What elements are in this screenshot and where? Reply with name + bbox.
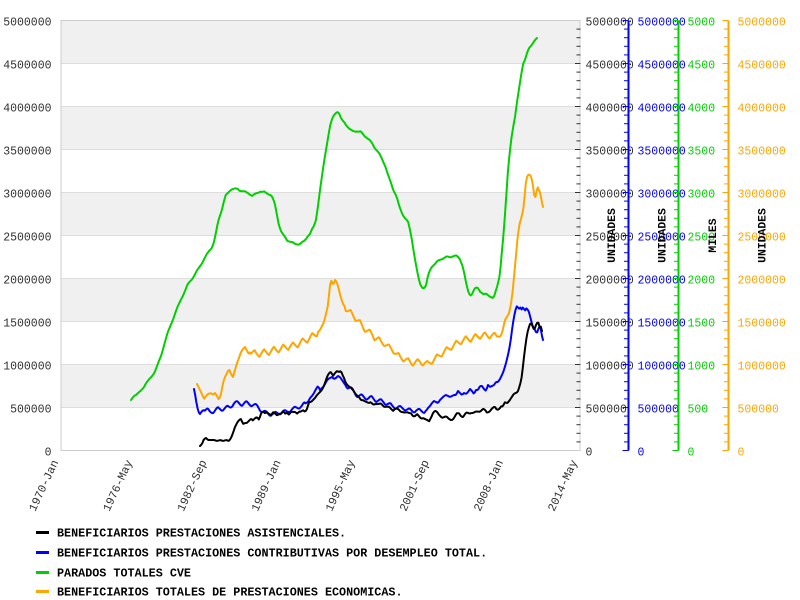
svg-text:1500000: 1500000 [3, 317, 51, 330]
svg-text:4000000: 4000000 [3, 102, 51, 115]
svg-text:3000000: 3000000 [738, 188, 786, 201]
svg-text:4000000: 4000000 [738, 102, 786, 115]
svg-text:2000000: 2000000 [638, 274, 686, 287]
svg-text:0: 0 [688, 446, 695, 459]
svg-text:5000000: 5000000 [738, 16, 786, 29]
svg-text:4500000: 4500000 [738, 59, 786, 72]
svg-text:0: 0 [586, 446, 593, 459]
svg-text:1000000: 1000000 [3, 360, 51, 373]
svg-text:2000000: 2000000 [3, 274, 51, 287]
svg-text:1000000: 1000000 [738, 360, 786, 373]
svg-text:4000000: 4000000 [638, 102, 686, 115]
svg-text:MILES: MILES [708, 218, 720, 252]
svg-text:0: 0 [738, 446, 745, 459]
svg-text:500000: 500000 [638, 403, 680, 416]
svg-text:3500: 3500 [688, 145, 716, 158]
svg-text:4500000: 4500000 [3, 59, 51, 72]
svg-text:0: 0 [638, 446, 645, 459]
svg-text:BENEFICIARIOS PRESTACIONES ASI: BENEFICIARIOS PRESTACIONES ASISTENCIALES… [57, 527, 346, 541]
svg-text:UNIDADES: UNIDADES [658, 208, 670, 263]
svg-text:UNIDADES: UNIDADES [607, 208, 619, 263]
svg-text:500000: 500000 [10, 403, 52, 416]
svg-text:2500000: 2500000 [738, 231, 786, 244]
svg-text:3000000: 3000000 [586, 188, 634, 201]
svg-text:BENEFICIARIOS TOTALES DE PREST: BENEFICIARIOS TOTALES DE PRESTACIONES EC… [57, 586, 403, 600]
svg-text:BENEFICIARIOS PRESTACIONES CON: BENEFICIARIOS PRESTACIONES CONTRIBUTIVAS… [57, 547, 487, 561]
svg-text:4500000: 4500000 [638, 59, 686, 72]
svg-text:4500000: 4500000 [586, 59, 634, 72]
svg-text:2500: 2500 [688, 231, 716, 244]
svg-text:4000000: 4000000 [586, 102, 634, 115]
svg-text:5000000: 5000000 [586, 16, 634, 29]
svg-text:3000: 3000 [688, 188, 716, 201]
svg-text:1500: 1500 [688, 317, 716, 330]
svg-text:3500000: 3500000 [586, 145, 634, 158]
svg-text:5000000: 5000000 [3, 16, 51, 29]
svg-text:1000000: 1000000 [586, 360, 634, 373]
svg-text:3500000: 3500000 [3, 145, 51, 158]
svg-text:2000000: 2000000 [738, 274, 786, 287]
svg-text:1500000: 1500000 [638, 317, 686, 330]
svg-text:4500: 4500 [688, 59, 716, 72]
svg-text:2500000: 2500000 [3, 231, 51, 244]
svg-text:2500000: 2500000 [586, 231, 634, 244]
svg-text:500: 500 [688, 403, 709, 416]
svg-text:2500000: 2500000 [638, 231, 686, 244]
svg-text:500000: 500000 [738, 403, 780, 416]
svg-text:5000: 5000 [688, 16, 716, 29]
svg-text:PARADOS TOTALES CVE: PARADOS TOTALES CVE [57, 567, 191, 581]
svg-text:0: 0 [45, 446, 52, 459]
svg-text:2000: 2000 [688, 274, 716, 287]
svg-text:1500000: 1500000 [586, 317, 634, 330]
svg-text:1500000: 1500000 [738, 317, 786, 330]
svg-text:1000000: 1000000 [638, 360, 686, 373]
svg-text:3500000: 3500000 [638, 145, 686, 158]
svg-text:1000: 1000 [688, 360, 716, 373]
svg-text:4000: 4000 [688, 102, 716, 115]
svg-text:2000000: 2000000 [586, 274, 634, 287]
svg-text:3000000: 3000000 [638, 188, 686, 201]
svg-text:500000: 500000 [586, 403, 628, 416]
svg-text:3500000: 3500000 [738, 145, 786, 158]
svg-text:3000000: 3000000 [3, 188, 51, 201]
svg-text:5000000: 5000000 [638, 16, 686, 29]
svg-text:UNIDADES: UNIDADES [758, 208, 770, 263]
